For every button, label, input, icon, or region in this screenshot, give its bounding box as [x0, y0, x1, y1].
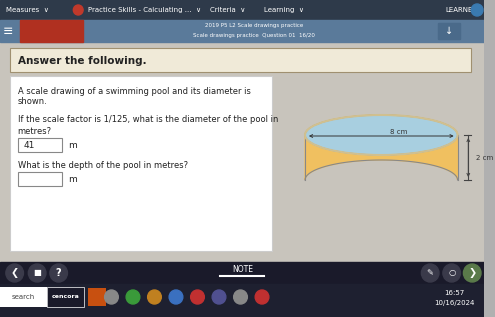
- Circle shape: [212, 290, 226, 304]
- Text: ○: ○: [448, 268, 455, 277]
- Bar: [0, 287, 47, 307]
- Bar: [0, 42, 484, 262]
- Bar: [18, 172, 61, 186]
- Text: ■: ■: [33, 268, 41, 277]
- Text: If the scale factor is 1/125, what is the diameter of the pool in: If the scale factor is 1/125, what is th…: [18, 115, 278, 125]
- Bar: [88, 288, 105, 306]
- Text: ?: ?: [56, 268, 61, 278]
- Circle shape: [463, 264, 481, 282]
- Bar: [0, 0, 484, 20]
- Text: 10/16/2024: 10/16/2024: [435, 300, 475, 306]
- Bar: [0, 284, 484, 317]
- Text: What is the depth of the pool in metres?: What is the depth of the pool in metres?: [18, 160, 188, 170]
- Text: cencora: cencora: [51, 294, 79, 300]
- Text: ❮: ❮: [10, 268, 19, 278]
- Polygon shape: [305, 115, 457, 180]
- Text: A scale drawing of a swimming pool and its diameter is: A scale drawing of a swimming pool and i…: [18, 87, 250, 95]
- Text: shown.: shown.: [18, 98, 48, 107]
- Circle shape: [169, 290, 183, 304]
- Text: NOTE: NOTE: [232, 266, 253, 275]
- Circle shape: [6, 264, 23, 282]
- Text: search: search: [12, 294, 35, 300]
- Text: Practice Skills - Calculating ...  ∨: Practice Skills - Calculating ... ∨: [88, 7, 201, 13]
- Text: Criteria  ∨: Criteria ∨: [210, 7, 246, 13]
- Circle shape: [191, 290, 204, 304]
- Bar: [47, 287, 84, 307]
- Text: LEARNER: LEARNER: [446, 7, 478, 13]
- Bar: [10, 48, 471, 72]
- Ellipse shape: [305, 115, 457, 155]
- Bar: [47, 287, 84, 307]
- Text: m: m: [68, 140, 77, 150]
- Circle shape: [471, 4, 483, 16]
- Circle shape: [73, 5, 83, 15]
- Text: ❯: ❯: [468, 268, 476, 278]
- Bar: [0, 262, 484, 284]
- Circle shape: [28, 264, 46, 282]
- Text: m: m: [68, 174, 77, 184]
- Circle shape: [104, 290, 118, 304]
- Bar: [438, 23, 459, 39]
- Bar: [20, 20, 83, 42]
- Text: 2 cm: 2 cm: [476, 154, 494, 160]
- Text: ↓: ↓: [445, 26, 453, 36]
- Text: ≡: ≡: [2, 24, 13, 37]
- Circle shape: [148, 290, 161, 304]
- Circle shape: [50, 264, 67, 282]
- Circle shape: [234, 290, 248, 304]
- Text: Learning  ∨: Learning ∨: [264, 7, 304, 13]
- Bar: [18, 138, 61, 152]
- Text: Measures  ∨: Measures ∨: [6, 7, 49, 13]
- Text: ✎: ✎: [427, 268, 434, 277]
- Circle shape: [255, 290, 269, 304]
- Text: Scale drawings practice  Question 01  16/20: Scale drawings practice Question 01 16/2…: [193, 33, 315, 37]
- Circle shape: [421, 264, 439, 282]
- Text: 2019 P5 L2 Scale drawings practice: 2019 P5 L2 Scale drawings practice: [205, 23, 303, 29]
- Text: 16:57: 16:57: [445, 290, 465, 296]
- Text: 8 cm: 8 cm: [390, 129, 407, 135]
- Text: Answer the following.: Answer the following.: [18, 56, 146, 66]
- Circle shape: [126, 290, 140, 304]
- Text: metres?: metres?: [18, 126, 51, 135]
- Text: 41: 41: [24, 140, 35, 150]
- Bar: [10, 76, 272, 251]
- Bar: [0, 20, 484, 42]
- Circle shape: [443, 264, 460, 282]
